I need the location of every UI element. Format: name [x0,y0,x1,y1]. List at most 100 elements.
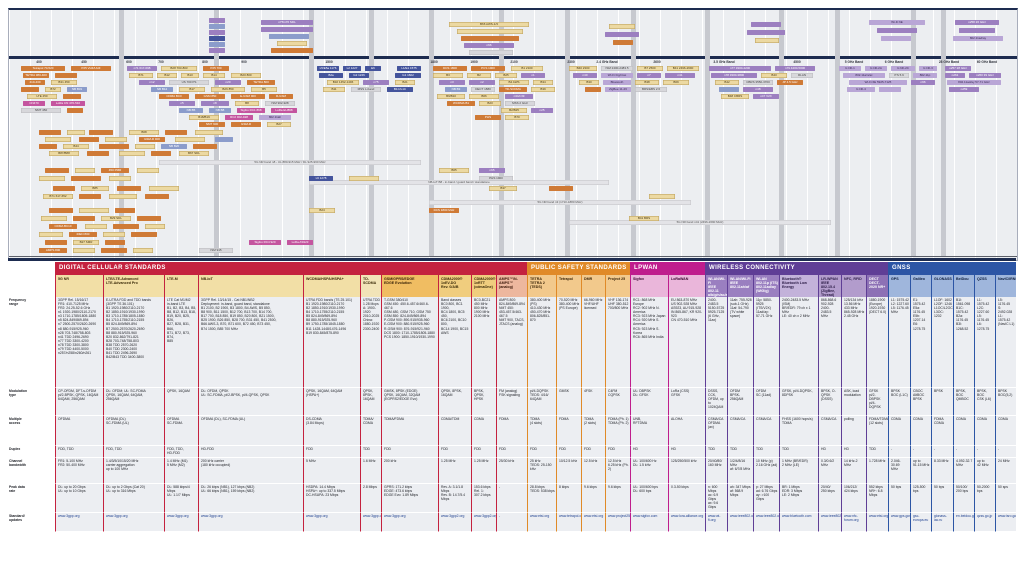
band-bar [131,232,157,237]
band-bar: P25 700 [203,66,229,71]
website-link[interactable]: www.ieee802.org [727,513,753,532]
website-link[interactable]: www.3gpp.org [303,513,360,532]
website-link[interactable]: www.etsi.org [866,513,888,532]
table-cell: TDD [779,446,818,458]
website-link[interactable]: en.beidou.gov.cn [953,513,974,532]
website-link[interactable]: www.wi-fi.org [705,513,727,532]
website-link[interactable]: gsc-europa.eu [910,513,931,532]
column-header: NFC, RFID [841,275,866,297]
band-bar [101,248,127,253]
frequency-band-label: 1900 [470,59,478,64]
website-link[interactable]: - [496,513,527,532]
band-bar [605,32,639,37]
table-cell: TDMA (2 slots) [581,416,605,446]
website-link[interactable]: glonass-iac.ru [931,513,953,532]
band-bar [175,137,205,142]
table-cell: CSMA/CA [753,416,779,446]
band-bar: B31 450 [51,80,77,85]
band-bar: RLAN [791,73,813,78]
band-bar [649,194,675,199]
website-link[interactable]: www.etsi.org [527,513,556,532]
band-bar: B8 [235,101,259,106]
table-cell: TDMA/ CDMA [360,416,381,446]
band-bar: U-NII-4 [847,87,875,92]
website-link[interactable]: www.3gpp.org [381,513,438,532]
band-bar [79,137,99,142]
scale-break [119,10,124,256]
band-bar: B70 [505,115,529,120]
table-cell: BPSK, O-QPSK (DSSS) [818,388,841,416]
website-link[interactable]: www.3gpp.org [164,513,198,532]
column-header: WLAN 802.11p (ITS) 802.11ad/ay (WiGig) [753,275,779,297]
website-link[interactable]: www.tetrapol.com [556,513,581,532]
column-header: DECT DECT-2020 NR+ [866,275,888,297]
band-bar: n1 [521,73,545,78]
table-cell: 25/30 kHz [496,458,527,484]
website-link[interactable]: www.ieee802.org [818,513,841,532]
frequency-axis [9,256,1017,257]
table-cell: - [974,446,995,458]
table-cell: 3GPP Rel. 15/16/17 FR1: 410-7125 MHz FR2… [55,297,103,388]
table-cell: FDMA [556,416,581,446]
website-link[interactable]: www.lora-alliance.org [668,513,705,532]
band-bar [209,36,225,41]
table-cell: GPRS: 171.2 kbps EDGE: 473.6 kbps EDGE E… [381,484,438,513]
band-bar: WCDMA B1 [447,101,475,106]
band-bar: B65 [439,168,469,173]
website-link[interactable]: www.bluetooth.com [779,513,818,532]
website-link[interactable]: www.ieee802.org [753,513,779,532]
band-bar: B25 [495,73,517,78]
band-bar: n3 [439,80,465,85]
band-bar: TETRA 800 [247,80,275,85]
website-link[interactable]: www.nfc-forum.org [841,513,866,532]
scale-break [369,10,374,256]
band-bar [755,38,779,43]
table-cell: polling [841,416,866,446]
table-cell: 1/2/4/8/16 MHz af: 6/7/8 MHz [727,458,753,484]
table-cell: UL: 100/600 bps DL: 600 bps [630,484,668,513]
band-bar: B17 [179,87,205,92]
table-cell: OFDMA (DL) SC-FDMA (UL) [103,416,164,446]
website-link[interactable]: www.gps.gov [888,513,910,532]
band-bar: BRS/EBS 2.6 [635,87,667,92]
website-link[interactable]: www.sigfox.com [630,513,668,532]
website-link[interactable]: www.3gpp.org [198,513,303,532]
band-bar: 802.11ad/ay [953,36,1003,41]
band-bar: NB B20 [161,144,187,149]
band-bar: n47 V2X [753,94,779,99]
table-cell: 50 bps [888,484,910,513]
website-link[interactable]: www.isro.gov.in [995,513,1016,532]
scale-break [835,10,840,256]
table-cell: 125/250/500 kHz [668,458,705,484]
table-cell: TDD [753,446,779,458]
band-bar [215,137,233,142]
website-link[interactable]: www.etsi.org [581,513,605,532]
table-cell: FDD, TDD, HD-FDD [164,446,198,458]
table-cell: 25 kHz TEDS: 25-150 kHz [527,458,556,484]
band-bar [209,42,225,47]
table-cell: FDD [581,446,605,458]
table-cell: 868-868.6 902-928 2400-2483.5 MHz [818,297,841,388]
band-bar [73,248,95,253]
table-cell: CSMA/CA [818,416,841,446]
band-bar: GSM-R 900 [139,137,165,142]
band-bar [209,48,225,53]
website-link[interactable]: www.3gpp.org [360,513,381,532]
band-bar: B38 [635,80,659,85]
band-bar: P25 VHF/UHF [71,66,111,71]
frequency-band-label: 28 GHz Band [938,59,960,64]
table-cell: FHSS (1600 hops/s) TDMA [779,416,818,446]
website-link[interactable]: www.3gpp2.org [438,513,471,532]
website-link[interactable]: www.3gpp.org [103,513,164,532]
website-link[interactable]: qzss.go.jp [974,513,995,532]
website-link[interactable]: www.3gpp.org [55,513,103,532]
frequency-band-label: 2300 [567,59,575,64]
band-bar: n258 26 GHz [955,20,999,25]
website-link[interactable]: www.3gpp2.org [471,513,496,532]
band-bar [89,130,113,135]
band-bar [87,151,109,156]
table-cell: QPSK, 16QAM, 64QAM (HSPA+) [303,388,360,416]
website-link[interactable]: www.project25.org [605,513,630,532]
band-bar [21,87,39,92]
band-bar [71,176,101,181]
